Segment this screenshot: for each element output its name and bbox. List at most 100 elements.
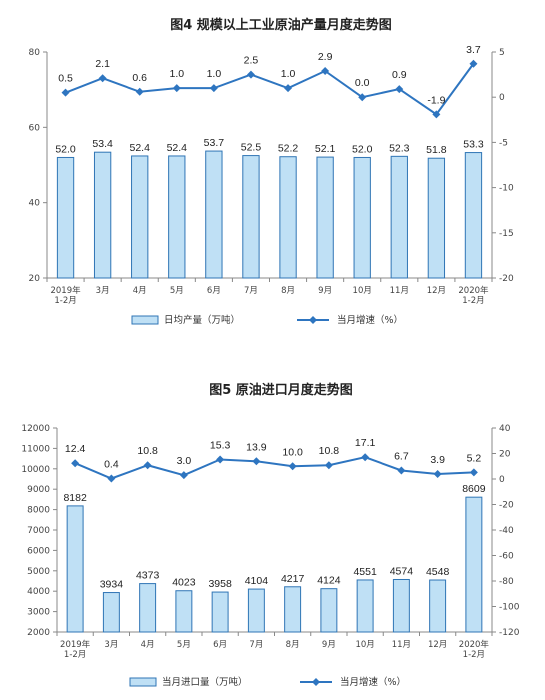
line-value-label: 2.9 bbox=[318, 51, 333, 63]
line-point bbox=[209, 84, 218, 93]
line-value-label: 10.8 bbox=[137, 445, 158, 457]
bar-value-label: 4548 bbox=[426, 566, 450, 578]
category-label: 1-2月 bbox=[463, 650, 485, 660]
line-point bbox=[432, 110, 441, 119]
right-axis-tick-label: -120 bbox=[499, 628, 520, 638]
bar-value-label: 52.2 bbox=[278, 143, 299, 155]
bar bbox=[175, 590, 193, 633]
right-axis-tick-label: -10 bbox=[499, 184, 514, 194]
line-value-labels: 12.4 0.4 10.8 3.0 15.3 13.9 10.0 10.8 17.1 6.7 3.9… bbox=[65, 437, 481, 470]
bar-value-label: 4373 bbox=[136, 570, 160, 582]
line-value-label: -1.9 bbox=[427, 94, 445, 106]
line-point bbox=[216, 455, 225, 464]
line-series bbox=[71, 453, 478, 483]
right-axis-tick-label: -15 bbox=[499, 229, 514, 239]
category-label: 4月 bbox=[133, 286, 147, 296]
category-label: 1-2月 bbox=[462, 296, 484, 306]
line-point bbox=[361, 453, 370, 462]
line-point bbox=[358, 93, 367, 102]
line-point bbox=[397, 466, 406, 475]
line-point bbox=[395, 85, 404, 94]
bar bbox=[279, 156, 297, 279]
bar-value-label: 3934 bbox=[100, 579, 124, 591]
line-value-label: 2.1 bbox=[95, 58, 110, 70]
category-label: 10月 bbox=[355, 640, 374, 650]
category-label: 5月 bbox=[170, 286, 184, 296]
left-axis-tick-label: 3000 bbox=[27, 608, 50, 618]
category-label: 1-2月 bbox=[64, 650, 86, 660]
legend-bar-swatch bbox=[131, 315, 159, 325]
bar bbox=[356, 579, 374, 633]
bar bbox=[139, 583, 157, 633]
bar-value-labels: 8182 3934 4373 4023 3958 4104 4217 4124 4551 4574… bbox=[63, 483, 485, 590]
category-label: 3月 bbox=[96, 286, 110, 296]
line-value-label: 1.0 bbox=[207, 68, 222, 80]
line-point bbox=[321, 66, 330, 75]
bar-value-label: 53.4 bbox=[92, 138, 113, 150]
line-point bbox=[324, 461, 333, 470]
category-label: 11月 bbox=[390, 286, 409, 296]
line-point bbox=[143, 461, 152, 470]
axes: 2000 3000 4000 5000 6000 7000 8000 9000 10000 110… bbox=[21, 424, 519, 638]
category-label: 5月 bbox=[177, 640, 191, 650]
category-label: 6月 bbox=[207, 286, 221, 296]
left-axis-tick-label: 2000 bbox=[27, 628, 50, 638]
category-label: 6月 bbox=[213, 640, 227, 650]
legend-line-marker bbox=[312, 678, 320, 686]
category-label: 2019年 bbox=[50, 285, 81, 296]
left-axis-tick-label: 8000 bbox=[27, 506, 50, 516]
line-value-labels: 0.5 2.1 0.6 1.0 1.0 2.5 1.0 2.9 0.0 0.9 -1.9 3.7 bbox=[58, 44, 481, 107]
line-point bbox=[284, 84, 293, 93]
bar-value-label: 52.0 bbox=[352, 143, 373, 155]
line-value-label: 0.0 bbox=[355, 77, 370, 89]
line-series bbox=[61, 59, 478, 119]
right-axis-tick-label: -5 bbox=[499, 138, 508, 148]
legend-label: 当月增速（%） bbox=[337, 314, 403, 326]
crude-output-chart: 图4 规模以上工业原油产量月度走势图 20 40 60 80 5 0 -5 -10 -15 -20… bbox=[29, 17, 514, 326]
line-value-label: 10.8 bbox=[319, 445, 340, 457]
left-axis-tick-label: 6000 bbox=[27, 546, 50, 556]
category-label: 7月 bbox=[249, 640, 263, 650]
bar bbox=[320, 588, 338, 633]
left-axis-tick-label: 11000 bbox=[21, 444, 50, 454]
line-value-label: 0.6 bbox=[132, 72, 147, 84]
legend: 日均产量（万吨） 当月增速（%） bbox=[131, 314, 403, 326]
right-axis-tick-label: -100 bbox=[499, 603, 520, 613]
category-label: 8月 bbox=[281, 286, 295, 296]
right-axis-tick-label: -20 bbox=[499, 501, 514, 511]
bar bbox=[93, 151, 112, 279]
bar-value-label: 52.5 bbox=[241, 142, 262, 154]
chart-title: 图4 规模以上工业原油产量月度走势图 bbox=[170, 17, 392, 33]
bar bbox=[427, 157, 446, 279]
bar bbox=[392, 578, 410, 633]
line-point bbox=[433, 470, 442, 479]
line-value-label: 3.0 bbox=[177, 455, 192, 467]
bar bbox=[353, 156, 371, 279]
line-value-label: 3.7 bbox=[466, 44, 481, 56]
left-axis-tick-label: 40 bbox=[29, 199, 41, 209]
category-label: 10月 bbox=[353, 286, 372, 296]
right-axis-tick-label: -40 bbox=[499, 526, 514, 536]
bar bbox=[242, 155, 260, 279]
right-axis-tick-label: -20 bbox=[499, 274, 514, 284]
right-axis-tick-label: 0 bbox=[499, 475, 505, 485]
bar-value-label: 8609 bbox=[462, 483, 486, 495]
growth-rate-line bbox=[65, 63, 475, 116]
legend-line-marker bbox=[309, 316, 317, 324]
bar bbox=[390, 155, 408, 279]
line-point bbox=[469, 59, 478, 68]
line-value-label: 1.0 bbox=[281, 68, 296, 80]
bar-value-label: 53.3 bbox=[463, 139, 484, 151]
line-value-label: 15.3 bbox=[210, 439, 231, 451]
line-point bbox=[252, 457, 261, 466]
bar-value-label: 4104 bbox=[245, 575, 269, 587]
bar bbox=[211, 591, 229, 633]
bar-series bbox=[66, 496, 483, 633]
bar bbox=[205, 150, 223, 279]
bar-value-label: 51.8 bbox=[426, 144, 447, 156]
bar bbox=[66, 505, 84, 633]
line-value-label: 13.9 bbox=[246, 441, 267, 453]
bar bbox=[316, 156, 334, 279]
